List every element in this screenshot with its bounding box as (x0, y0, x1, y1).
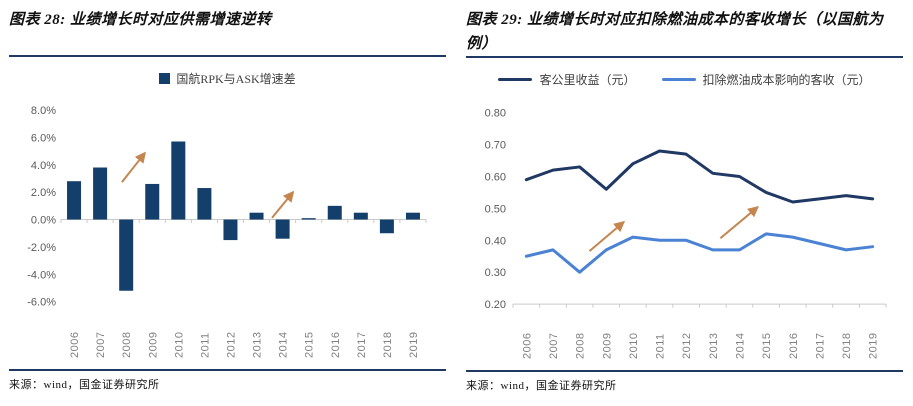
legend-label: 扣除燃油成本影响的客收（元） (702, 72, 871, 87)
bar-2016 (327, 205, 342, 220)
bar-2018 (379, 219, 394, 234)
x-tick-label: 2014 (734, 333, 746, 359)
legend-label: 客公里收益（元） (539, 72, 636, 87)
bar-2012 (223, 219, 238, 241)
figure-29-panel: 图表 29: 业绩增长时对应扣除燃油成本的客收增长（以国航为例） 客公里收益（元… (456, 0, 913, 393)
line-series-1 (524, 232, 875, 274)
y-tick-label: 4.0% (31, 160, 56, 172)
bar-2017 (353, 212, 368, 220)
bar-2007 (93, 167, 108, 220)
x-tick-label: 2006 (69, 332, 81, 358)
x-tick-label: 2007 (95, 332, 107, 358)
x-tick-label: 2019 (868, 333, 880, 359)
x-tick-label: 2011 (199, 332, 211, 358)
x-tick-label: 2008 (121, 332, 133, 358)
y-tick-label: 0.80 (485, 108, 506, 120)
legend-swatch-bar (159, 72, 171, 84)
bar-2008 (119, 219, 134, 291)
legend-item-yield: 客公里收益（元） (498, 71, 636, 88)
figure-28-panel: 图表 28: 业绩增长时对应供需增速逆转 国航RPK与ASK增速差 8.0% 6.… (0, 0, 456, 393)
legend-swatch-light-line (661, 77, 696, 81)
x-tick-label: 2007 (548, 333, 560, 359)
figure-28-bottom-rule (9, 369, 446, 371)
y-tick-label: 0.60 (485, 172, 506, 184)
x-tick-label: 2015 (761, 333, 773, 359)
y-tick-label: 0.20 (485, 299, 506, 311)
x-tick-label: 2011 (655, 333, 667, 359)
x-tick-label: 2012 (681, 333, 693, 359)
x-tick-label: 2014 (278, 332, 290, 358)
figure-29-title: 图表 29: 业绩增长时对应扣除燃油成本的客收增长（以国航为例） (466, 8, 903, 58)
bar-2019 (405, 212, 420, 220)
figure-29-legend: 客公里收益（元） 扣除燃油成本影响的客收（元） (466, 70, 903, 88)
y-tick-label: 8.0% (31, 105, 56, 117)
report-figures-row: 图表 28: 业绩增长时对应供需增速逆转 国航RPK与ASK增速差 8.0% 6.… (0, 0, 913, 393)
legend-item-exfuel-yield: 扣除燃油成本影响的客收（元） (661, 71, 871, 88)
x-tick-label: 2017 (356, 332, 368, 358)
y-tick-label: -4.0% (27, 269, 56, 281)
y-tick-label: -2.0% (27, 242, 56, 254)
bar-2011 (197, 188, 212, 220)
y-tick-label: 2.0% (31, 187, 56, 199)
x-tick-label: 2015 (304, 332, 316, 358)
x-tick-label: 2012 (225, 332, 237, 358)
y-tick-label: 0.40 (485, 235, 506, 247)
trend-arrow (121, 151, 146, 183)
x-tick-label: 2008 (575, 333, 587, 359)
y-tick-label: -6.0% (27, 297, 56, 309)
figure-28-source: 来源：wind，国金证券研究所 (9, 379, 160, 391)
bar-2014 (275, 219, 290, 239)
line-series-0 (524, 149, 875, 204)
y-tick-label: 0.50 (485, 203, 506, 215)
legend-swatch-dark-line (498, 77, 533, 81)
bar-2013 (249, 212, 264, 220)
x-tick-label: 2018 (382, 332, 394, 358)
legend-label: 国航RPK与ASK增速差 (176, 71, 296, 86)
bar-2015 (301, 218, 316, 220)
x-tick-label: 2017 (814, 333, 826, 359)
bar-2006 (67, 181, 82, 220)
figure-28-title: 图表 28: 业绩增长时对应供需增速逆转 (9, 8, 446, 57)
trend-arrow (271, 190, 295, 219)
x-tick-label: 2019 (408, 332, 420, 358)
y-tick-label: 0.0% (31, 215, 56, 227)
trend-arrow (719, 206, 759, 240)
x-tick-label: 2009 (601, 333, 613, 359)
bar-2010 (171, 141, 186, 220)
x-tick-label: 2016 (788, 333, 800, 359)
x-tick-label: 2009 (147, 332, 159, 358)
bar-chart-rpk-ask-gap: 8.0% 6.0% 4.0% 2.0% 0.0% -2.0% -4.0% -6.0% 2006 2… (27, 105, 427, 358)
x-tick-label: 2006 (521, 333, 533, 359)
bar-2009 (145, 183, 160, 220)
y-tick-label: 6.0% (31, 132, 56, 144)
x-tick-label: 2010 (628, 333, 640, 359)
x-tick-label: 2013 (252, 332, 264, 358)
x-tick-label: 2010 (173, 332, 185, 358)
figure-28-legend: 国航RPK与ASK增速差 (9, 69, 446, 87)
trend-arrow (588, 220, 626, 252)
line-chart-passenger-yield: 0.80 0.70 0.60 0.50 0.40 0.30 0.20 2006 2007 2008… (485, 108, 887, 359)
figure-29-source: 来源：wind，国金证券研究所 (466, 380, 617, 392)
y-tick-label: 0.30 (485, 267, 506, 279)
legend-item-rpk-ask: 国航RPK与ASK增速差 (159, 70, 296, 87)
x-tick-label: 2013 (708, 333, 720, 359)
x-tick-label: 2018 (841, 333, 853, 359)
y-tick-label: 0.70 (485, 140, 506, 152)
x-tick-label: 2016 (330, 332, 342, 358)
figure-29-bottom-rule (466, 370, 903, 372)
